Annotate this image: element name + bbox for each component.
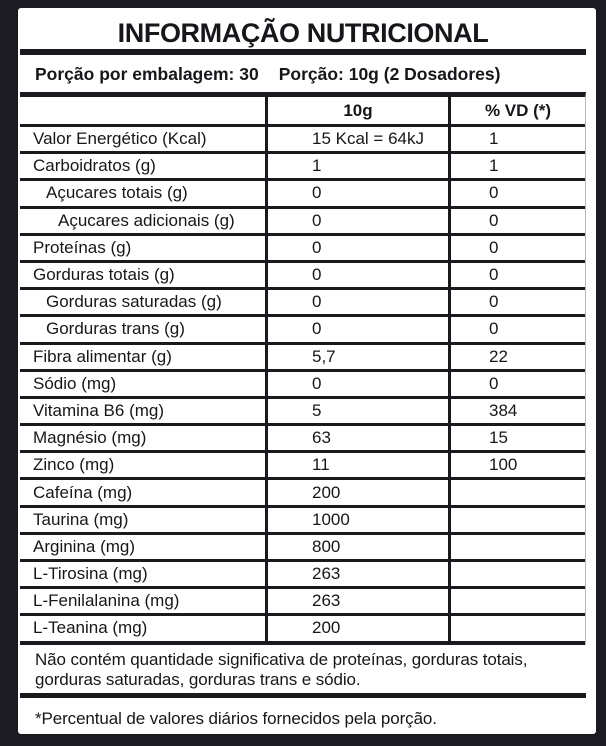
vd-value — [451, 616, 585, 640]
vd-value: 0 — [489, 373, 499, 393]
amount-value: 5,7 — [268, 344, 451, 369]
serving-info: Porção por embalagem: 30 Porção: 10g (2 D… — [20, 64, 586, 84]
vd-value — [451, 562, 585, 586]
nutrient-label: Açucares totais (g) — [20, 181, 268, 206]
vd-value: 0 — [489, 237, 499, 257]
nutrient-label: L-Fenilalanina (mg) — [20, 589, 268, 614]
table-row: Proteínas (g) 0 0 — [20, 235, 585, 263]
title-divider — [20, 49, 586, 55]
no-significant-note: Não contém quantidade significativa de p… — [35, 649, 528, 689]
amount-value: 5 — [268, 398, 451, 424]
nutrient-label: Taurina (mg) — [20, 507, 268, 532]
amount-value: 0 — [268, 208, 451, 233]
vd-value: 15 — [489, 428, 508, 448]
amount-value: 63 — [268, 426, 451, 451]
table-row: Arginina (mg) 800 — [20, 534, 585, 562]
amount-value: 263 — [268, 562, 451, 587]
table-row: Taurina (mg) 1000 — [20, 507, 585, 535]
daily-value-footnote: *Percentual de valores diários fornecido… — [35, 708, 437, 728]
amount-value: 11 — [268, 453, 451, 478]
header-amount-column: 10g — [268, 97, 451, 124]
label-title: INFORMAÇÃO NUTRICIONAL — [117, 18, 489, 48]
amount-value: 1000 — [268, 507, 451, 532]
nutrient-label: Gorduras saturadas (g) — [20, 290, 268, 315]
table-row: Gorduras totais (g) 0 0 — [20, 262, 585, 291]
amount-value: 0 — [268, 371, 451, 396]
nutrient-label: Cafeína (mg) — [20, 480, 268, 505]
table-row: L-Teanina (mg) 200 — [20, 616, 585, 645]
amount-value: 0 — [268, 262, 451, 288]
nutrition-table: 10g % VD (*) Valor Energético (Kcal) 15 … — [20, 92, 586, 645]
table-row: Carboidratos (g) 1 1 — [20, 154, 585, 182]
amount-value: 0 — [268, 181, 451, 206]
table-body: Valor Energético (Kcal) 15 Kcal = 64kJ 1… — [20, 127, 585, 645]
table-row: Açucares totais (g) 0 0 — [20, 181, 585, 209]
header-vd-column: % VD (*) — [484, 100, 552, 120]
label-content: INFORMAÇÃO NUTRICIONAL Porção por embala… — [20, 8, 586, 729]
vd-value: 0 — [489, 265, 499, 285]
servings-per-package: Porção por embalagem: 30 — [35, 64, 259, 84]
vd-value: 0 — [489, 292, 499, 312]
nutrient-label: Gorduras trans (g) — [20, 317, 268, 342]
table-row: Cafeína (mg) 200 — [20, 480, 585, 508]
nutrient-label: L-Tirosina (mg) — [20, 562, 268, 587]
nutrient-label: Proteínas (g) — [20, 235, 268, 260]
table-header-row: 10g % VD (*) — [20, 97, 585, 127]
header-empty-cell — [20, 97, 268, 124]
vd-value — [451, 480, 585, 504]
amount-value: 800 — [268, 534, 451, 559]
vd-value: 0 — [489, 319, 499, 339]
table-row: Magnésio (mg) 63 15 — [20, 426, 585, 454]
table-row: Gorduras saturadas (g) 0 0 — [20, 290, 585, 318]
vd-value: 384 — [489, 400, 518, 420]
table-row: Gorduras trans (g) 0 0 — [20, 317, 585, 345]
nutrient-label: Arginina (mg) — [20, 534, 268, 559]
amount-value: 0 — [268, 317, 451, 342]
table-row: L-Fenilalanina (mg) 263 — [20, 589, 585, 617]
vd-value: 0 — [489, 183, 499, 203]
vd-value — [451, 535, 585, 559]
nutrient-label: Vitamina B6 (mg) — [20, 398, 268, 424]
footnote-divider — [20, 692, 586, 698]
table-row: Açucares adicionais (g) 0 0 — [20, 208, 585, 236]
amount-value: 200 — [268, 480, 451, 505]
nutrient-label: Carboidratos (g) — [20, 154, 268, 179]
vd-value: 100 — [489, 455, 518, 475]
nutrient-label: Valor Energético (Kcal) — [20, 127, 268, 152]
table-row: Valor Energético (Kcal) 15 Kcal = 64kJ 1 — [20, 127, 585, 155]
table-row: Zinco (mg) 11 100 — [20, 453, 585, 481]
table-row: Fibra alimentar (g) 5,7 22 — [20, 344, 585, 372]
nutrient-label: Sódio (mg) — [20, 371, 268, 396]
amount-value: 0 — [268, 290, 451, 315]
vd-value: 0 — [489, 210, 499, 230]
amount-value: 263 — [268, 589, 451, 614]
nutrient-label: L-Teanina (mg) — [20, 616, 268, 641]
vd-value: 1 — [489, 156, 499, 176]
nutrient-label: Zinco (mg) — [20, 453, 268, 478]
nutrition-label: INFORMAÇÃO NUTRICIONAL Porção por embala… — [18, 8, 596, 734]
vd-value: 1 — [489, 129, 499, 149]
amount-value: 1 — [268, 154, 451, 179]
nutrient-label: Fibra alimentar (g) — [20, 344, 268, 369]
table-row: Sódio (mg) 0 0 — [20, 371, 585, 399]
vd-value: 22 — [489, 346, 508, 366]
table-row: L-Tirosina (mg) 263 — [20, 562, 585, 590]
vd-value — [451, 508, 585, 532]
table-row: Vitamina B6 (mg) 5 384 — [20, 398, 585, 427]
nutrient-label: Gorduras totais (g) — [20, 262, 268, 288]
nutrient-label: Açucares adicionais (g) — [20, 208, 268, 233]
amount-value: 0 — [268, 235, 451, 260]
nutrient-label: Magnésio (mg) — [20, 426, 268, 451]
serving-size: Porção: 10g (2 Dosadores) — [278, 64, 501, 84]
amount-value: 15 Kcal = 64kJ — [268, 127, 451, 152]
amount-value: 200 — [268, 616, 451, 641]
vd-value — [451, 589, 585, 613]
